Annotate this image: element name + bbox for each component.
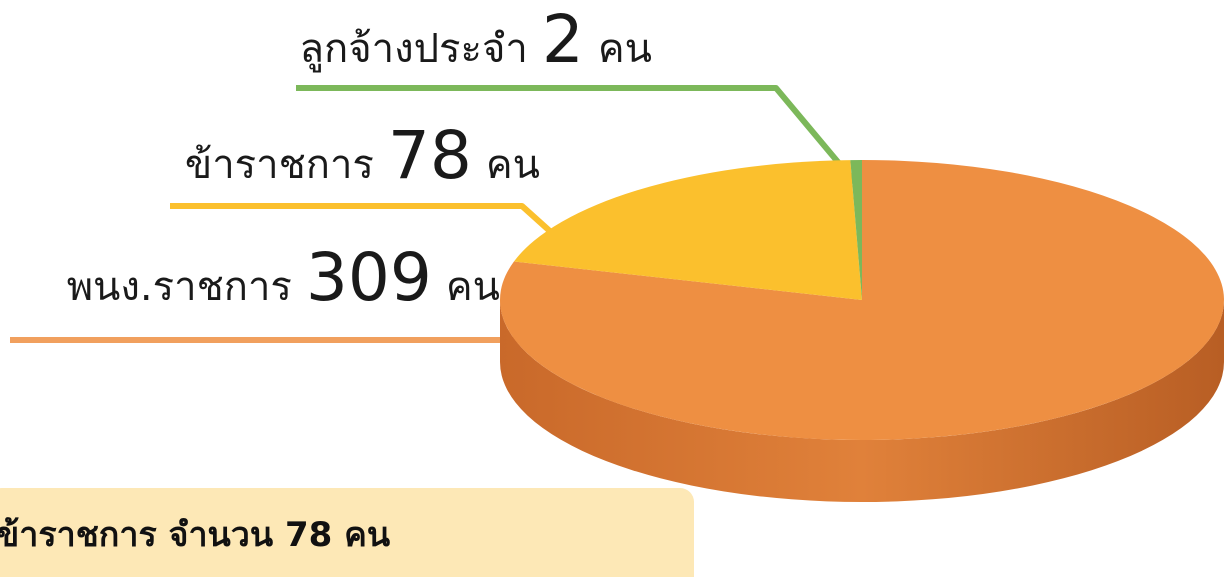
leader-line	[296, 85, 861, 188]
pie-slice	[513, 160, 862, 300]
label-value: 78	[388, 117, 472, 194]
pie-slice	[500, 160, 1224, 440]
label-category: ข้าราชการ	[185, 142, 374, 188]
annotation-box	[0, 488, 694, 577]
pie-slice	[850, 160, 862, 300]
pie-side	[500, 300, 1224, 502]
leader-line	[170, 203, 565, 245]
slice-label: ข้าราชการ 78 คน	[185, 117, 540, 194]
pie	[500, 160, 1224, 502]
label-category: พนง.ราชการ	[67, 264, 292, 310]
slice-label: ลูกจ้างประจำ 2 คน	[299, 1, 652, 78]
annotation: ข้าราชการ จำนวน 78 คน	[0, 515, 390, 555]
label-value: 309	[306, 239, 432, 316]
label-unit: คน	[446, 264, 500, 310]
label-value: 2	[542, 1, 584, 78]
label-unit: คน	[598, 26, 652, 72]
label-category: ลูกจ้างประจำ	[299, 26, 527, 72]
label-unit: คน	[486, 142, 540, 188]
slice-label: พนง.ราชการ 309 คน	[67, 239, 500, 316]
